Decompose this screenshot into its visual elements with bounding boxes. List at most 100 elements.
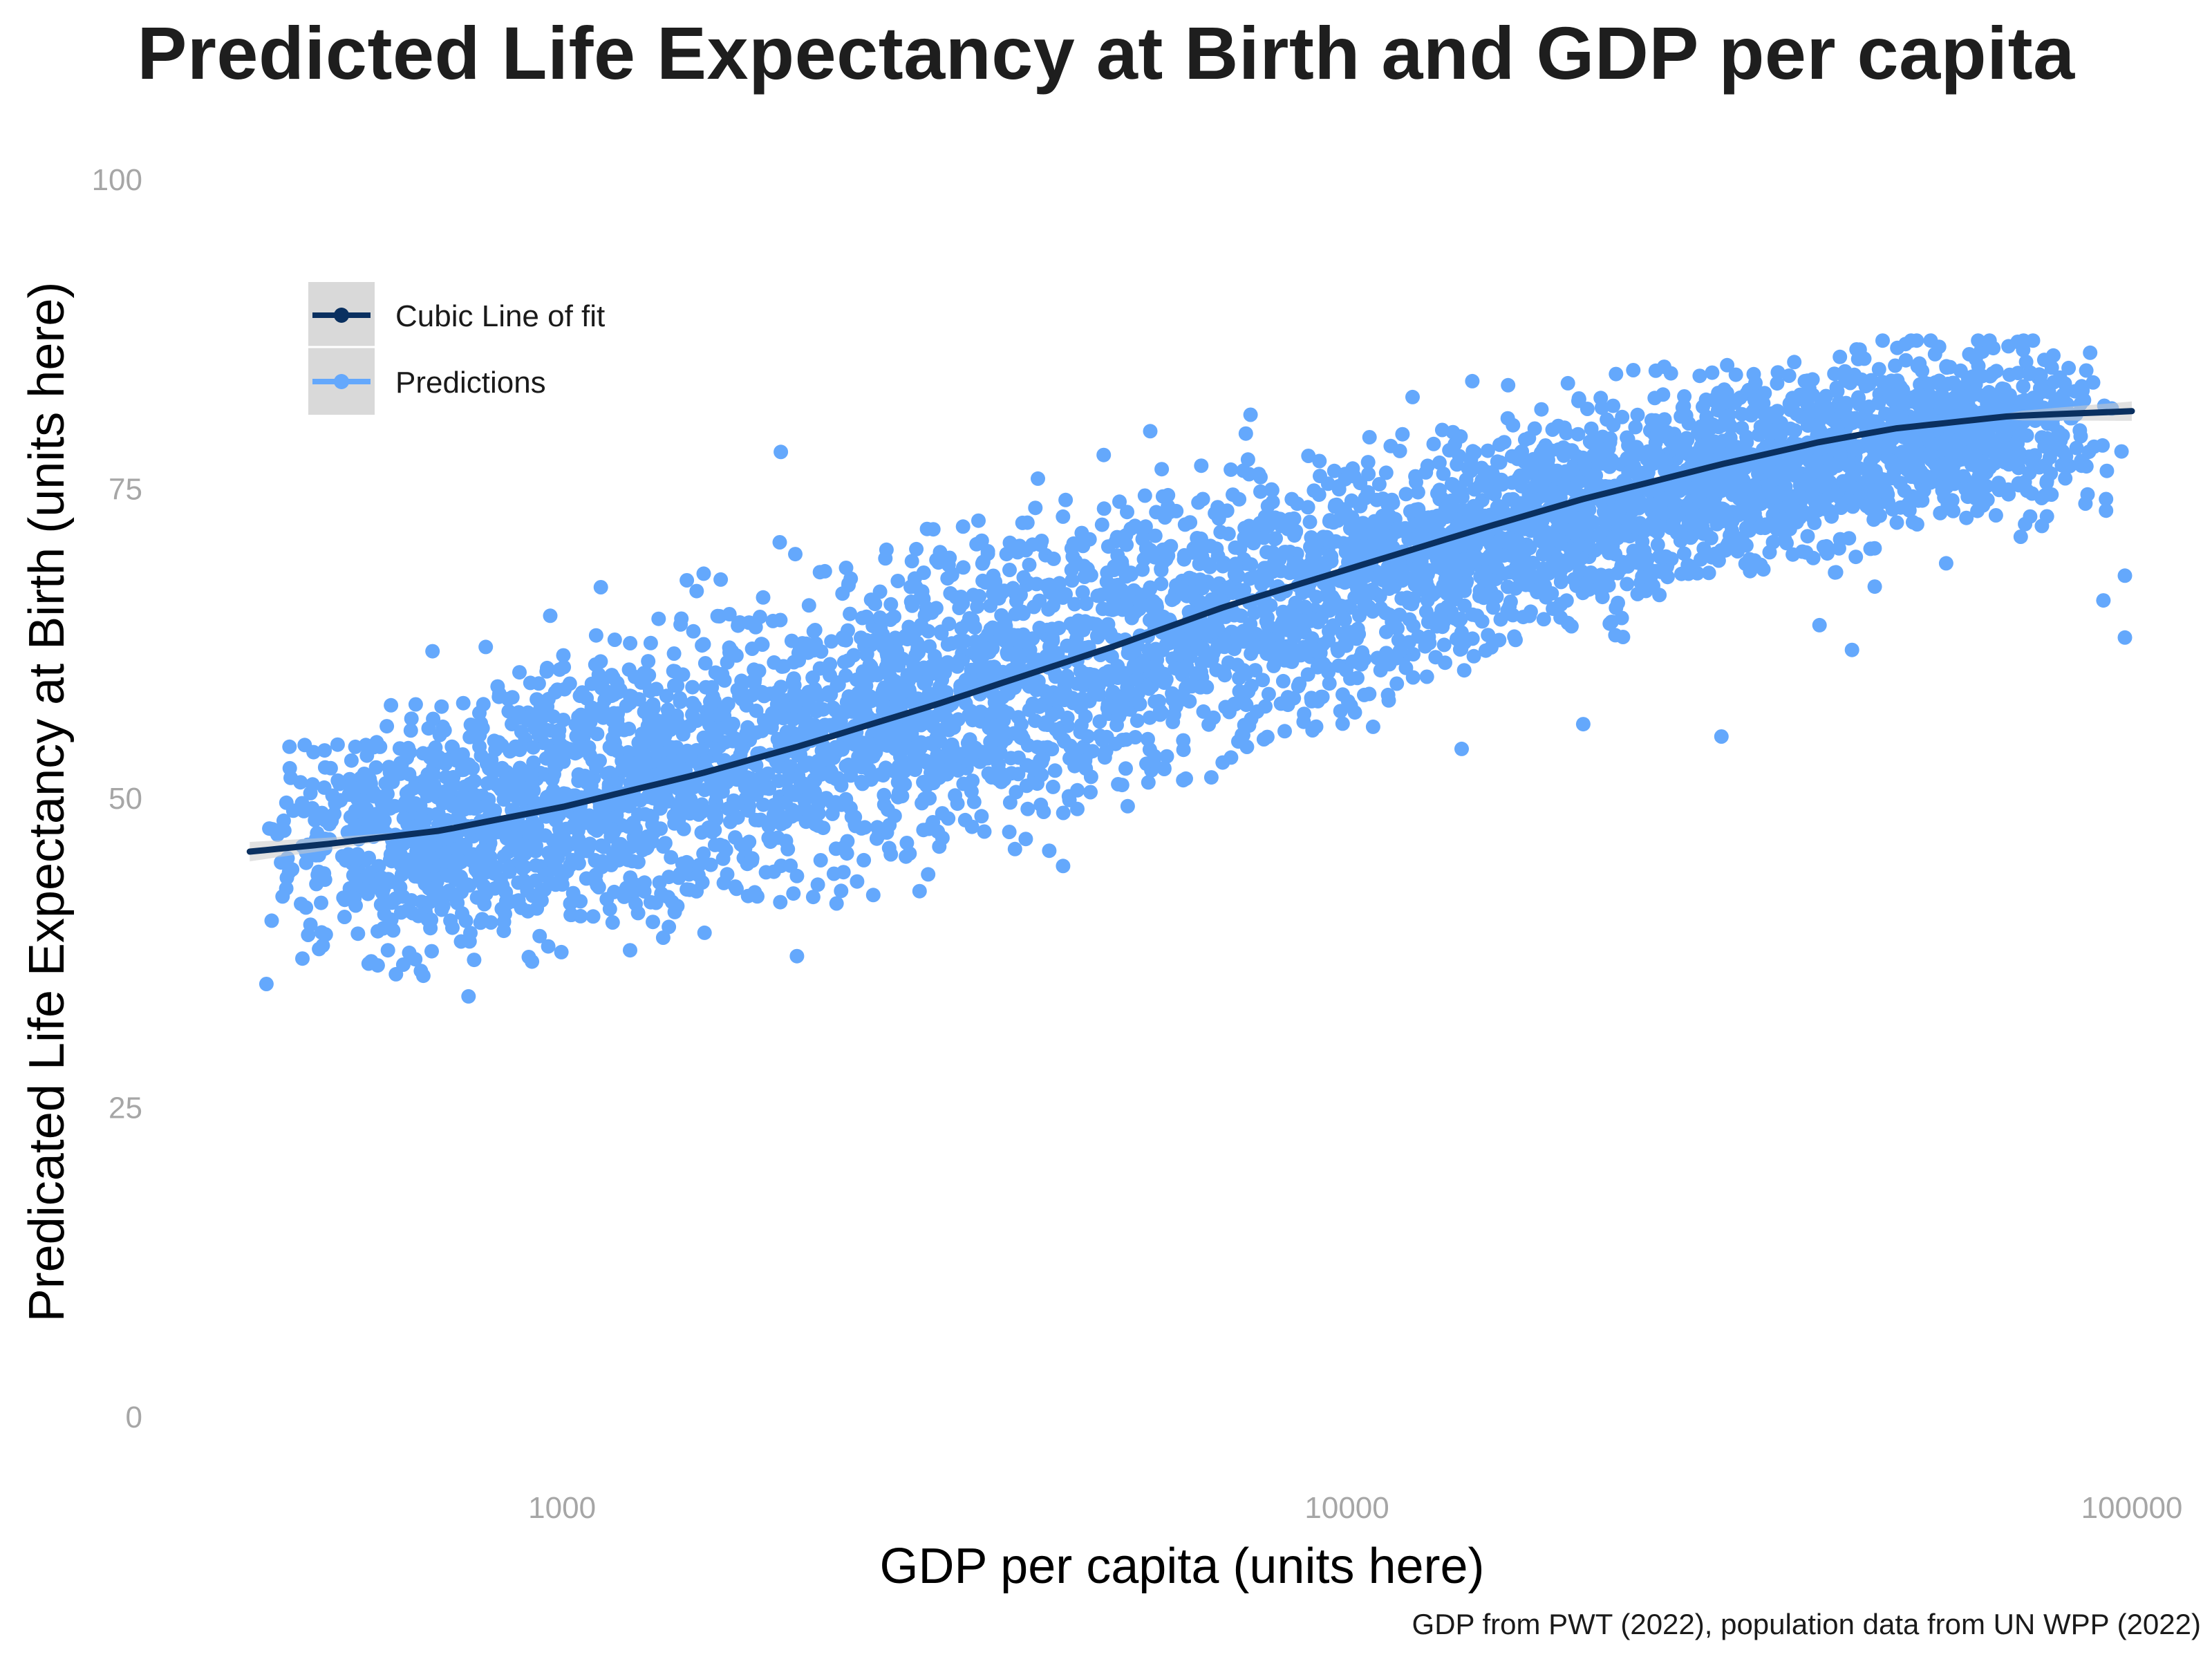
chart-title: Predicted Life Expectancy at Birth and G…	[137, 11, 2075, 95]
prediction-point	[1241, 684, 1256, 699]
prediction-point	[528, 858, 543, 873]
prediction-point	[1073, 700, 1088, 715]
prediction-point	[347, 821, 362, 836]
prediction-point	[995, 690, 1010, 704]
prediction-point	[1833, 447, 1848, 462]
prediction-point	[910, 691, 926, 706]
prediction-point	[718, 735, 733, 750]
prediction-point	[1039, 578, 1054, 593]
prediction-point	[952, 653, 967, 668]
prediction-point	[891, 785, 906, 800]
prediction-point	[685, 679, 700, 695]
prediction-point	[2027, 448, 2043, 463]
prediction-point	[1378, 465, 1394, 480]
prediction-point	[1373, 663, 1388, 678]
prediction-point	[1418, 604, 1434, 619]
prediction-point	[1083, 785, 1098, 800]
prediction-point	[916, 565, 931, 580]
prediction-point	[610, 684, 626, 700]
prediction-point	[453, 870, 468, 884]
prediction-point	[1137, 488, 1152, 503]
prediction-point	[972, 589, 987, 603]
prediction-point	[532, 928, 547, 944]
prediction-point	[1365, 719, 1380, 734]
prediction-point	[1723, 430, 1738, 445]
prediction-point	[384, 697, 399, 713]
prediction-point	[1293, 648, 1309, 663]
prediction-point	[1215, 559, 1230, 574]
prediction-point	[1118, 761, 1133, 776]
prediction-point	[1859, 411, 1875, 426]
prediction-point	[1408, 503, 1423, 517]
prediction-point	[434, 885, 449, 901]
prediction-point	[523, 675, 538, 691]
prediction-point	[1135, 562, 1150, 577]
prediction-point	[1448, 552, 1463, 568]
prediction-point	[756, 590, 771, 605]
prediction-point	[823, 749, 838, 765]
prediction-point	[1422, 635, 1437, 650]
prediction-point	[1799, 472, 1815, 487]
prediction-point	[974, 533, 989, 548]
prediction-point	[1123, 565, 1138, 581]
prediction-point	[703, 857, 718, 872]
prediction-point	[1971, 333, 1986, 348]
prediction-point	[588, 868, 603, 883]
prediction-point	[1571, 427, 1586, 442]
prediction-point	[2023, 509, 2038, 524]
prediction-point	[1452, 449, 1467, 464]
prediction-point	[1584, 421, 1599, 436]
prediction-point	[1581, 538, 1596, 554]
prediction-point	[1089, 685, 1104, 700]
prediction-point	[805, 890, 821, 905]
prediction-point	[1629, 447, 1644, 462]
prediction-point	[766, 808, 781, 823]
prediction-point	[1819, 388, 1834, 404]
prediction-point	[710, 608, 725, 624]
prediction-point	[438, 769, 453, 785]
prediction-point	[919, 521, 935, 536]
prediction-point	[1277, 724, 1292, 739]
prediction-point	[967, 620, 982, 635]
prediction-point	[856, 671, 870, 686]
prediction-point	[541, 939, 556, 954]
prediction-point	[1141, 775, 1156, 790]
prediction-point	[1466, 648, 1481, 664]
prediction-point	[1203, 538, 1218, 554]
prediction-point	[1215, 755, 1230, 770]
prediction-point	[814, 644, 829, 659]
prediction-point	[330, 773, 346, 788]
prediction-point	[1067, 597, 1082, 612]
prediction-point	[1491, 498, 1506, 514]
prediction-point	[738, 780, 753, 795]
prediction-point	[1506, 418, 1521, 433]
prediction-point	[1083, 568, 1098, 583]
prediction-point	[1988, 508, 2003, 523]
prediction-point	[1154, 705, 1170, 720]
prediction-point	[1232, 491, 1247, 507]
prediction-point	[327, 806, 342, 821]
prediction-point	[868, 744, 883, 760]
prediction-point	[637, 666, 652, 681]
prediction-point	[1909, 333, 1924, 348]
prediction-point	[1630, 586, 1645, 601]
prediction-point	[1910, 359, 1925, 374]
prediction-point	[1863, 541, 1878, 556]
prediction-point	[1715, 501, 1730, 516]
prediction-point	[1614, 610, 1629, 626]
prediction-point	[955, 519, 971, 534]
prediction-point	[917, 791, 932, 807]
prediction-point	[1480, 573, 1495, 588]
prediction-point	[1606, 398, 1621, 413]
prediction-point	[890, 775, 906, 790]
prediction-point	[1657, 359, 1671, 375]
prediction-point	[348, 853, 364, 868]
prediction-point	[1015, 627, 1031, 642]
prediction-point	[950, 796, 965, 812]
prediction-point	[563, 896, 578, 911]
prediction-point	[502, 864, 517, 879]
prediction-point	[1898, 353, 1913, 368]
prediction-point	[1002, 825, 1017, 839]
prediction-point	[679, 573, 695, 588]
prediction-point	[1264, 482, 1280, 498]
